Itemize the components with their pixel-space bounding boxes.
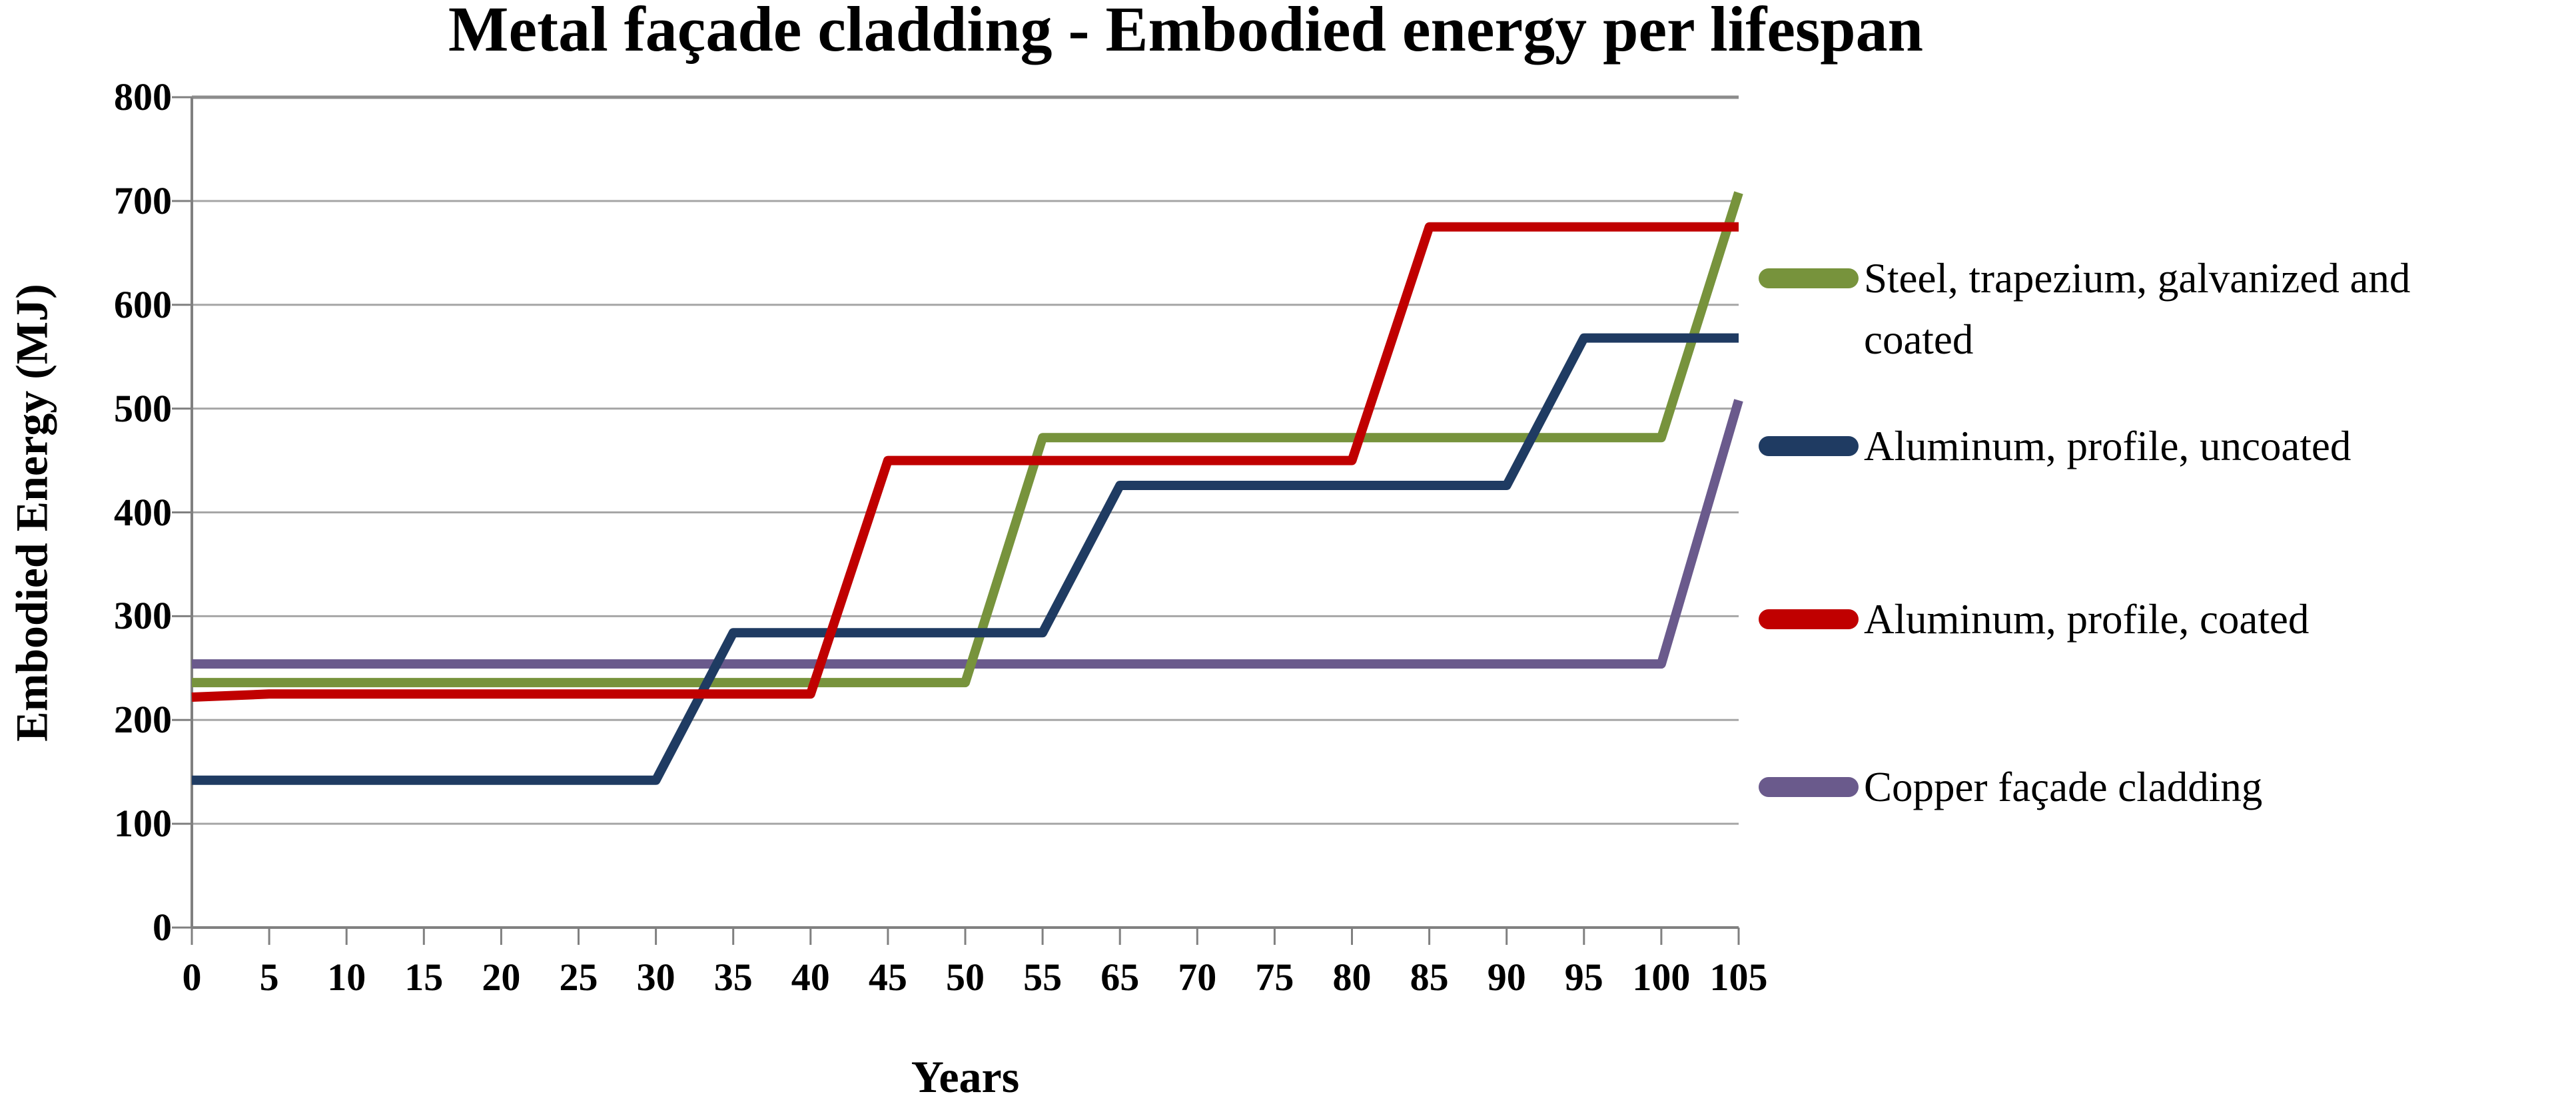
legend-swatch-icon [1759, 268, 1859, 288]
legend-label: Aluminum, profile, coated [1864, 596, 2310, 643]
series-line-2 [191, 222, 1739, 702]
legend-label: Steel, trapezium, galvanized and coated [1864, 255, 2411, 363]
y-tick-label: 800 [114, 75, 172, 119]
y-tick-label: 600 [114, 282, 172, 326]
x-tick-label: 30 [636, 956, 675, 999]
y-tick-label: 700 [114, 178, 172, 222]
x-tick-label: 65 [1100, 956, 1140, 999]
x-tick-label: 45 [868, 956, 907, 999]
x-tick-label: 80 [1332, 956, 1372, 999]
x-tick-label: 10 [327, 956, 366, 999]
legend-item: Aluminum, profile, uncoated [1759, 415, 2477, 477]
x-tick-label: 90 [1487, 956, 1526, 999]
y-tick-label: 400 [114, 490, 172, 534]
plot-area [172, 95, 1743, 945]
x-tick-label: 15 [404, 956, 444, 999]
x-tick-label: 75 [1255, 956, 1294, 999]
legend-swatch-icon [1759, 609, 1859, 629]
x-tick-label: 20 [482, 956, 521, 999]
series-line-0 [192, 191, 1743, 688]
y-tick-label: 0 [153, 906, 172, 949]
legend-item: Aluminum, profile, coated [1759, 589, 2477, 650]
y-tick-label: 500 [114, 386, 172, 430]
chart-title: Metal façade cladding - Embodied energy … [448, 0, 1924, 65]
x-tick-label: 85 [1410, 956, 1449, 999]
legend-item: Steel, trapezium, galvanized and coated [1759, 248, 2477, 370]
y-tick-label: 100 [114, 802, 172, 846]
y-tick-label: 200 [114, 698, 172, 742]
x-tick-label: 50 [946, 956, 985, 999]
legend-swatch-icon [1759, 436, 1859, 456]
x-tick-label: 40 [791, 956, 830, 999]
legend-label: Copper façade cladding [1864, 764, 2263, 810]
y-tick-label: 300 [114, 594, 172, 638]
x-tick-label: 5 [259, 956, 279, 999]
legend-item: Copper façade cladding [1759, 756, 2477, 818]
x-tick-label: 35 [713, 956, 753, 999]
legend-swatch-icon [1759, 777, 1859, 797]
x-tick-label: 100 [1632, 956, 1691, 999]
series-line-1 [192, 333, 1739, 785]
x-tick-label: 105 [1709, 956, 1768, 999]
x-tick-label: 25 [559, 956, 598, 999]
x-axis-title: Years [911, 1051, 1020, 1102]
x-tick-label: 95 [1564, 956, 1603, 999]
series-line-3 [192, 399, 1743, 669]
legend-label: Aluminum, profile, uncoated [1864, 423, 2352, 469]
x-tick-label: 55 [1023, 956, 1063, 999]
x-tick-label: 70 [1178, 956, 1217, 999]
x-tick-label: 0 [182, 956, 202, 999]
